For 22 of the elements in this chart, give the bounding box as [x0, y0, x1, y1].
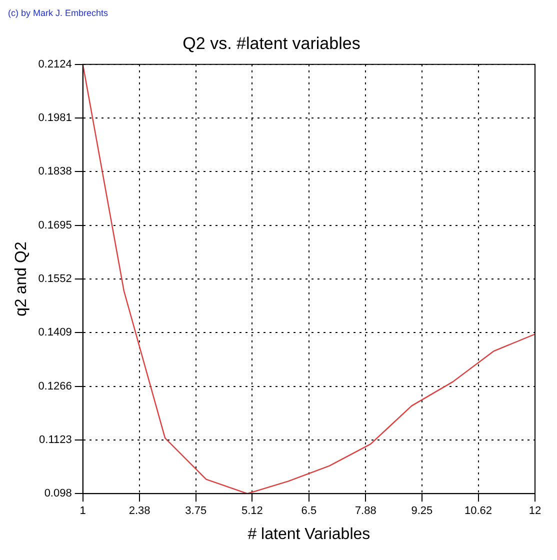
text: (c) by Mark J. Embrechts — [8, 8, 110, 20]
y-tick-label: 0.1981 — [38, 112, 72, 124]
x-tick-label: 12 — [528, 505, 542, 518]
y-tick-label: 0.1409 — [38, 326, 72, 339]
y-tick-label: 0.1695 — [38, 219, 72, 232]
x-tick-label: 3.75 — [185, 505, 207, 518]
y-tick-label: 0.1838 — [38, 166, 72, 178]
y-tick-label: 0.1266 — [38, 380, 72, 392]
y-tick-label: 0.1552 — [38, 273, 72, 286]
x-axis-title: # latent Variables — [248, 526, 370, 543]
x-tick-label: 10.62 — [464, 505, 492, 518]
x-tick-label: 6.5 — [301, 505, 317, 518]
y-tick-label: 0.1123 — [39, 434, 72, 446]
x-tick-label: 2.38 — [128, 505, 150, 518]
y-axis-title: q2 and Q2 — [13, 242, 30, 316]
y-tick-label: 0.098 — [44, 488, 72, 500]
x-tick-label: 7.88 — [354, 505, 376, 518]
x-tick-label: 1 — [80, 505, 86, 518]
chart-title: Q2 vs. #latent variables — [182, 34, 360, 53]
y-tick-label: 0.2124 — [38, 58, 72, 70]
x-tick-label: 9.25 — [411, 505, 433, 518]
x-tick-label: 5.12 — [241, 505, 263, 518]
